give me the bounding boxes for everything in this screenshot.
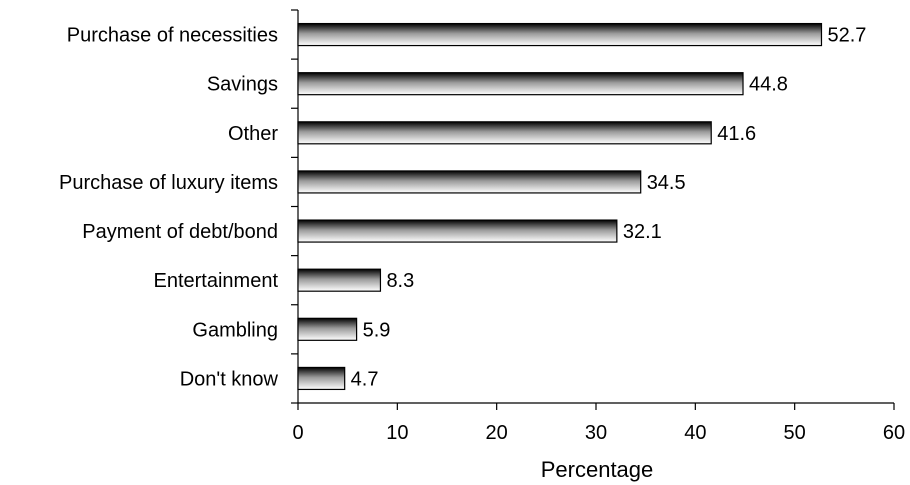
category-label: Entertainment — [153, 270, 278, 292]
bar — [297, 268, 382, 292]
category-label: Purchase of luxury items — [59, 172, 278, 194]
x-tick-label: 60 — [883, 422, 905, 444]
x-tick-label: 20 — [486, 422, 508, 444]
data-label: 8.3 — [386, 270, 414, 292]
data-label: 41.6 — [717, 123, 756, 145]
data-label: 52.7 — [827, 25, 866, 47]
x-axis-title: Percentage — [541, 457, 654, 482]
bar — [297, 170, 642, 194]
data-label: 34.5 — [647, 172, 686, 194]
category-label: Payment of debt/bond — [82, 221, 278, 243]
data-label: 44.8 — [749, 74, 788, 96]
category-label: Purchase of necessities — [67, 25, 278, 47]
category-label: Don't know — [180, 368, 279, 390]
bar — [297, 219, 618, 243]
bar — [297, 121, 712, 145]
bar — [297, 22, 823, 47]
x-tick-label: 40 — [684, 422, 706, 444]
category-label: Other — [228, 123, 278, 145]
bar — [297, 317, 358, 341]
bar — [297, 366, 346, 391]
x-tick-label: 0 — [292, 422, 303, 444]
bar — [297, 72, 744, 96]
category-label: Savings — [207, 74, 278, 96]
x-tick-label: 10 — [386, 422, 408, 444]
data-label: 4.7 — [351, 368, 379, 390]
category-label: Gambling — [192, 319, 278, 341]
x-tick-label: 30 — [585, 422, 607, 444]
data-label: 32.1 — [623, 221, 662, 243]
data-label: 5.9 — [363, 319, 391, 341]
plot-area: 0 10 20 30 40 50 60 Purchase of necessities 52.7… — [59, 9, 905, 444]
x-tick-label: 50 — [784, 422, 806, 444]
